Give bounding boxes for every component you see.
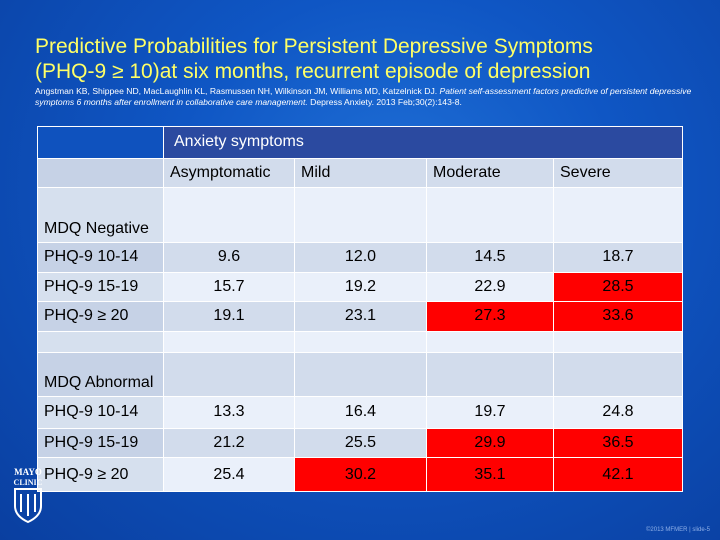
section-empty-cell xyxy=(426,351,554,398)
section-empty-cell xyxy=(163,187,295,244)
row-label: PHQ-9 10-14 xyxy=(37,242,164,273)
section-empty-cell xyxy=(553,351,683,398)
value-cell: 19.1 xyxy=(163,301,295,332)
spacer-cell xyxy=(37,330,164,353)
value-cell: 24.8 xyxy=(553,396,683,429)
row-label: PHQ-9 10-14 xyxy=(37,396,164,429)
spacer-cell xyxy=(426,330,554,353)
value-cell: 30.2 xyxy=(294,457,427,492)
logo-word-1: MAYO xyxy=(14,467,42,477)
spacer-row xyxy=(37,330,683,353)
table-row: PHQ-9 10-14 13.3 16.4 19.7 24.8 xyxy=(37,396,683,429)
section-empty-cell xyxy=(163,351,295,398)
value-cell: 9.6 xyxy=(163,242,295,273)
value-cell: 28.5 xyxy=(553,271,683,303)
citation-authors: Angstman KB, Shippee ND, MacLaughlin KL,… xyxy=(35,86,438,96)
column-header-row: Asymptomatic Mild Moderate Severe xyxy=(37,157,683,189)
group-header-row: Anxiety symptoms xyxy=(37,126,683,159)
column-header-asymptomatic: Asymptomatic xyxy=(163,157,295,189)
slide-title-line-2: (PHQ-9 ≥ 10)at six months, recurrent epi… xyxy=(35,60,591,83)
column-header-severe: Severe xyxy=(553,157,683,189)
logo-shield-icon xyxy=(14,488,42,524)
section-empty-cell xyxy=(426,187,554,244)
value-cell: 19.2 xyxy=(294,271,427,303)
spacer-cell xyxy=(553,330,683,353)
slide-footer: ©2013 MFMER | slide-5 xyxy=(646,527,710,533)
column-header-blank xyxy=(37,157,164,189)
value-cell: 33.6 xyxy=(553,301,683,332)
section-empty-cell xyxy=(294,187,427,244)
value-cell: 35.1 xyxy=(426,457,554,492)
value-cell: 25.5 xyxy=(294,427,427,459)
citation-title: Patient self-assessment factors predicti… xyxy=(35,86,692,107)
section-empty-cell xyxy=(553,187,683,244)
value-cell: 14.5 xyxy=(426,242,554,273)
value-cell: 42.1 xyxy=(553,457,683,492)
spacer-cell xyxy=(294,330,427,353)
column-header-mild: Mild xyxy=(294,157,427,189)
section-label-mdq-negative: MDQ Negative xyxy=(37,187,164,244)
citation-journal: Depress Anxiety. 2013 Feb;30(2):143-8. xyxy=(310,97,462,107)
value-cell: 23.1 xyxy=(294,301,427,332)
slide-title-line-1: Predictive Probabilities for Persistent … xyxy=(35,35,593,58)
row-label: PHQ-9 ≥ 20 xyxy=(37,457,164,492)
spacer-cell xyxy=(163,330,295,353)
value-cell: 15.7 xyxy=(163,271,295,303)
slide-title: Predictive Probabilities for Persistent … xyxy=(35,34,705,84)
value-cell: 13.3 xyxy=(163,396,295,429)
value-cell: 25.4 xyxy=(163,457,295,492)
logo-word-2: CLINIC xyxy=(14,478,43,487)
value-cell: 22.9 xyxy=(426,271,554,303)
row-label: PHQ-9 15-19 xyxy=(37,427,164,459)
logo-shield-bars-icon xyxy=(20,494,36,516)
probability-table: Anxiety symptoms Asymptomatic Mild Moder… xyxy=(37,126,683,492)
section-row: MDQ Negative xyxy=(37,187,683,244)
column-header-moderate: Moderate xyxy=(426,157,554,189)
value-cell: 29.9 xyxy=(426,427,554,459)
value-cell: 18.7 xyxy=(553,242,683,273)
table-row: PHQ-9 15-19 15.7 19.2 22.9 28.5 xyxy=(37,271,683,303)
row-label: PHQ-9 15-19 xyxy=(37,271,164,303)
table-row: PHQ-9 15-19 21.2 25.5 29.9 36.5 xyxy=(37,427,683,459)
value-cell: 12.0 xyxy=(294,242,427,273)
table-row: PHQ-9 ≥ 20 25.4 30.2 35.1 42.1 xyxy=(37,457,683,492)
value-cell: 16.4 xyxy=(294,396,427,429)
section-label-mdq-abnormal: MDQ Abnormal xyxy=(37,351,164,398)
value-cell: 21.2 xyxy=(163,427,295,459)
anxiety-symptoms-header: Anxiety symptoms xyxy=(163,126,683,159)
section-row: MDQ Abnormal xyxy=(37,351,683,398)
row-label: PHQ-9 ≥ 20 xyxy=(37,301,164,332)
table-row: PHQ-9 10-14 9.6 12.0 14.5 18.7 xyxy=(37,242,683,273)
mayo-clinic-logo: MAYO CLINIC xyxy=(14,467,43,524)
corner-cell xyxy=(37,126,164,159)
citation: Angstman KB, Shippee ND, MacLaughlin KL,… xyxy=(35,86,710,108)
value-cell: 36.5 xyxy=(553,427,683,459)
table-row: PHQ-9 ≥ 20 19.1 23.1 27.3 33.6 xyxy=(37,301,683,332)
value-cell: 27.3 xyxy=(426,301,554,332)
value-cell: 19.7 xyxy=(426,396,554,429)
section-empty-cell xyxy=(294,351,427,398)
